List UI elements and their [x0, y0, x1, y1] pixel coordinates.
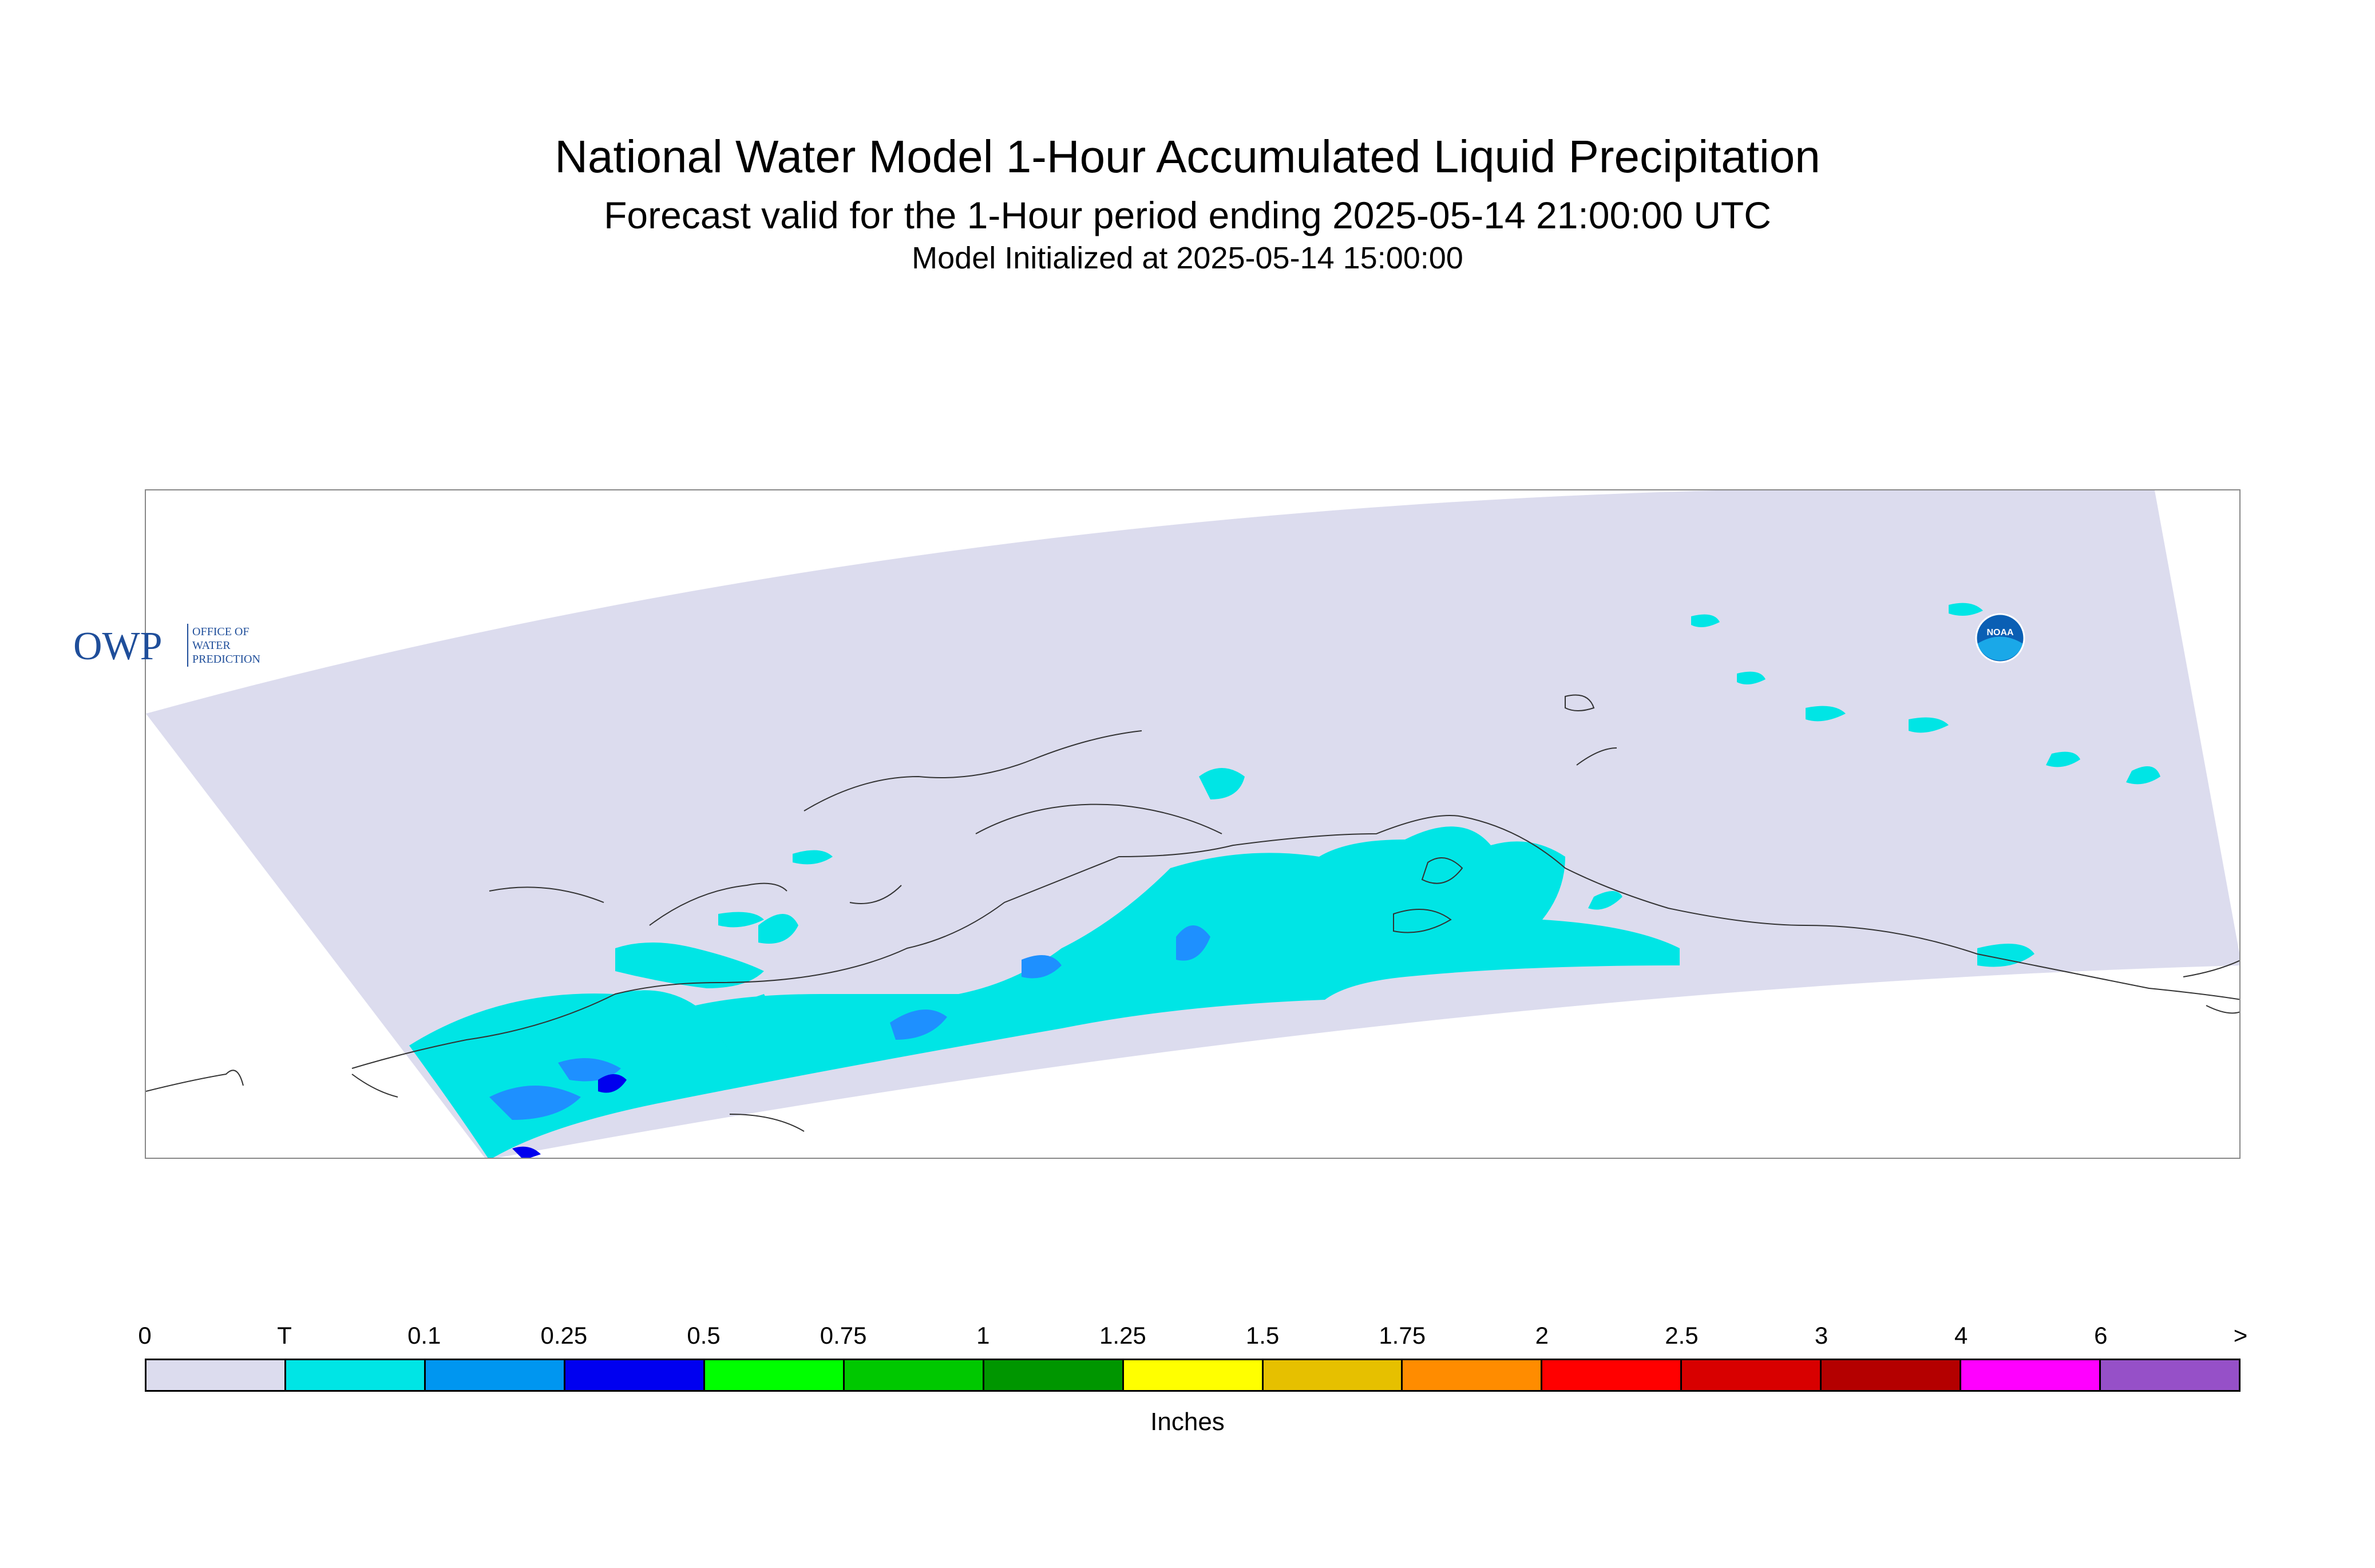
heavy-precip-areas: [512, 1074, 627, 1158]
map-title: National Water Model 1-Hour Accumulated …: [555, 131, 1820, 182]
legend-swatch: [844, 1360, 984, 1390]
model-init-line: Model Initialized at 2025-05-14 15:00:00: [912, 241, 1463, 275]
forecast-valid-subtitle: Forecast valid for the 1-Hour period end…: [604, 194, 1771, 236]
owp-logo-text: OWP: [73, 624, 163, 668]
legend-tick-label: 3: [1814, 1322, 1828, 1349]
legend-tick-label: 1: [976, 1322, 990, 1349]
noaa-logo-text: NOAA: [1986, 628, 2014, 638]
legend-tick-label: 0.25: [540, 1322, 588, 1349]
legend-swatch: [1123, 1360, 1264, 1390]
map-canvas: [146, 490, 2239, 1158]
legend-swatch: [2101, 1360, 2239, 1390]
legend-swatch: [704, 1360, 845, 1390]
trace-precip-areas: [409, 603, 2160, 1158]
legend-tick-label: 0.1: [407, 1322, 441, 1349]
legend-tick-label: 1.25: [1099, 1322, 1146, 1349]
legend-tick-label: 2.5: [1665, 1322, 1699, 1349]
legend-tick-label: 2: [1535, 1322, 1549, 1349]
legend-tick-label: 0: [138, 1322, 152, 1349]
owp-logo-line-2: WATER: [192, 639, 231, 652]
legend-swatch: [1542, 1360, 1683, 1390]
legend-swatch: [286, 1360, 426, 1390]
legend-units-label: Inches: [1150, 1408, 1225, 1436]
precipitation-legend: 0 T 0.1 0.25 0.5 0.75 1 1.25 1.5 1.75 2 2.5 3 4 6 >: [138, 1322, 2247, 1413]
legend-swatch: [565, 1360, 705, 1390]
legend-swatch: [1263, 1360, 1403, 1390]
legend-swatch: [984, 1360, 1124, 1390]
owp-logo-line-3: PREDICTION: [192, 653, 260, 666]
legend-swatch: [425, 1360, 565, 1390]
legend-swatch: [1403, 1360, 1543, 1390]
legend-swatch: [147, 1360, 286, 1390]
light-precip-areas: [489, 925, 1210, 1120]
legend-tick-label: 4: [1954, 1322, 1968, 1349]
legend-tick-label: 0.75: [820, 1322, 867, 1349]
legend-tick-label: 1.75: [1379, 1322, 1426, 1349]
model-domain: [146, 490, 2239, 1158]
legend-swatch: [1682, 1360, 1822, 1390]
legend-tick-label: 1.5: [1245, 1322, 1280, 1349]
legend-tick-label: 0.5: [687, 1322, 721, 1349]
coastlines: [146, 694, 2239, 1132]
legend-colorbar: [145, 1359, 2241, 1392]
legend-swatch: [1961, 1360, 2101, 1390]
noaa-logo: NOAA: [1974, 612, 2026, 664]
legend-tick-label: 6: [2094, 1322, 2108, 1349]
owp-logo: OWP OFFICE OF WATER PREDICTION: [73, 618, 291, 670]
owp-logo-line-1: OFFICE OF: [192, 625, 249, 638]
legend-tick-label: T: [277, 1322, 292, 1349]
legend-swatch: [1822, 1360, 1962, 1390]
legend-tick-label: >: [2233, 1322, 2248, 1349]
precipitation-map: [145, 489, 2241, 1159]
